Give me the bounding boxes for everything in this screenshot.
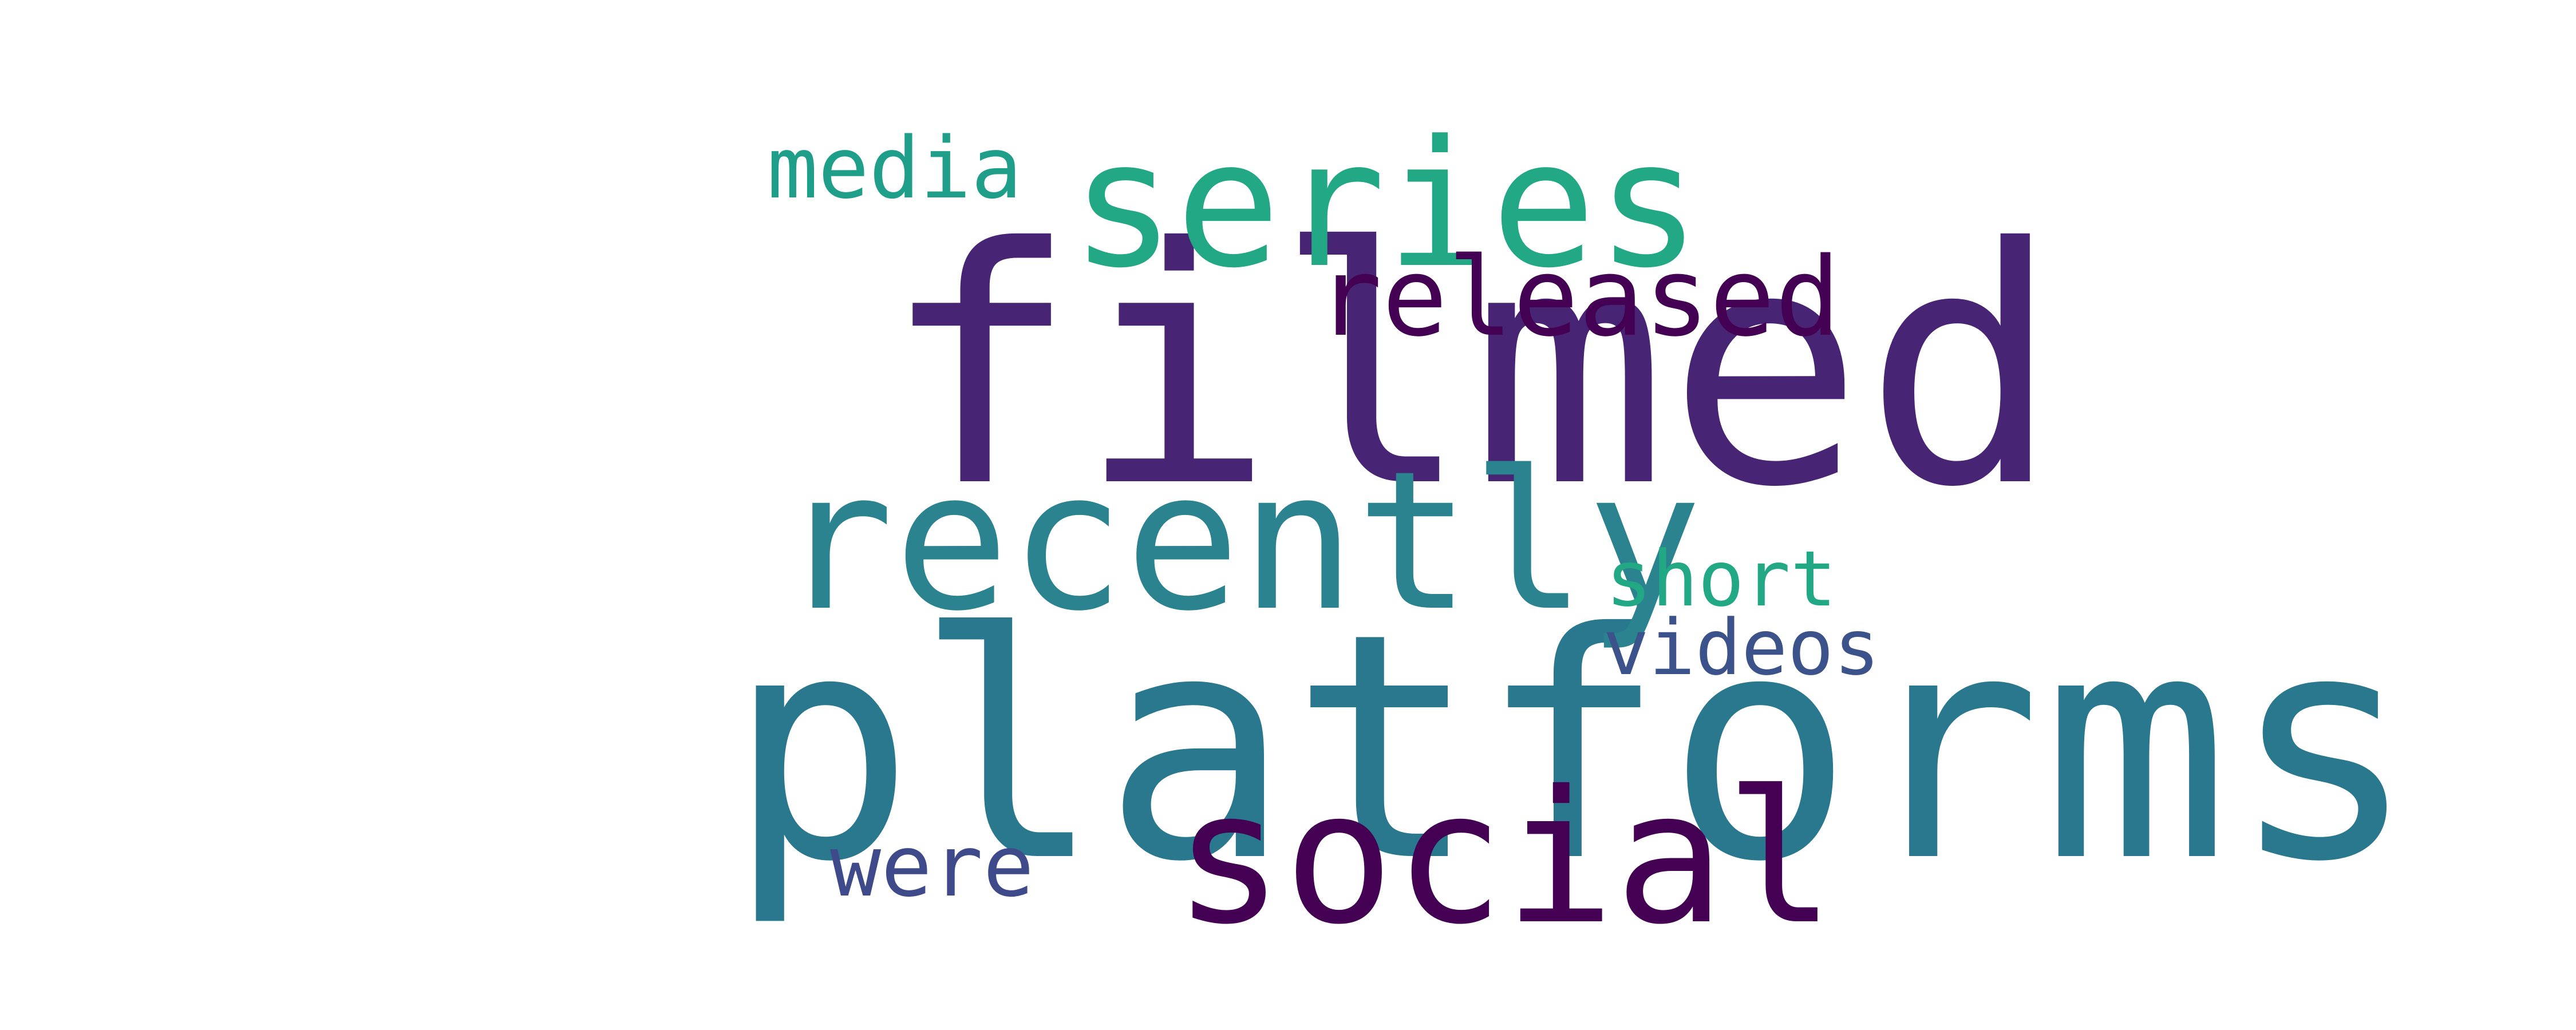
word-series: series bbox=[1070, 103, 1701, 306]
word-recently: recently bbox=[779, 430, 1702, 653]
word-platforms: platforms bbox=[727, 566, 2418, 930]
word-were: were bbox=[830, 817, 1034, 916]
word-social: social bbox=[1174, 752, 1835, 965]
word-videos: videos bbox=[1603, 603, 1880, 692]
word-short: short bbox=[1606, 534, 1837, 624]
word-released: released bbox=[1317, 234, 1841, 360]
word-filmed: filmed bbox=[882, 179, 2061, 558]
word-media: media bbox=[767, 119, 1022, 217]
